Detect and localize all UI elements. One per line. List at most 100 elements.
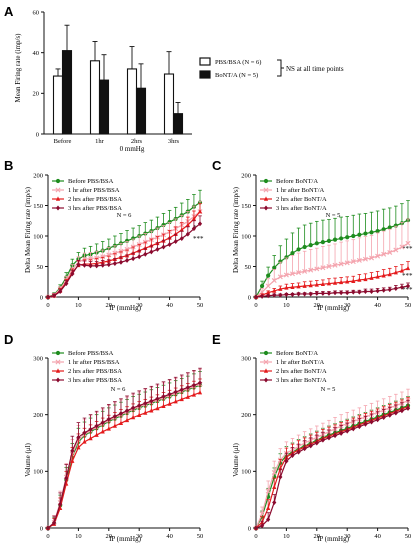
marker — [356, 257, 362, 263]
y-tick-label: 100 — [33, 469, 43, 476]
marker — [326, 238, 332, 243]
marker — [272, 265, 277, 270]
marker — [137, 248, 142, 253]
marker — [197, 389, 203, 395]
marker — [263, 205, 269, 211]
x-tick-label: 50 — [197, 533, 204, 540]
marker — [314, 290, 319, 296]
marker — [326, 435, 332, 441]
panel-b-ylabel: Delta Mean Firing rate (imp/s) — [24, 186, 32, 273]
marker — [326, 290, 332, 296]
marker — [308, 291, 313, 297]
marker — [167, 391, 172, 397]
marker — [345, 235, 350, 240]
legend-label: 1 hr after PBS/BSA — [68, 359, 120, 366]
marker — [197, 380, 203, 386]
marker — [405, 283, 411, 289]
marker — [278, 259, 283, 264]
marker — [259, 289, 265, 295]
marker — [345, 428, 350, 434]
marker — [381, 227, 386, 232]
y-tick-label: 20 — [33, 91, 40, 98]
legend-label: Before PBS/BSA — [68, 350, 114, 357]
marker — [357, 424, 362, 430]
marker — [363, 231, 368, 236]
series-line — [255, 405, 409, 529]
marker — [191, 216, 197, 221]
marker — [131, 256, 136, 262]
marker — [381, 273, 386, 278]
marker — [302, 446, 307, 452]
y-tick-label: 100 — [241, 233, 251, 240]
marker — [271, 278, 277, 284]
marker — [88, 435, 93, 441]
legend-label: 1 hr after BoNT/A — [276, 359, 325, 366]
panel-d-chart: 0 100 200 300 0 10 20 30 40 50 Before PBS/BSA 1 hr … — [33, 350, 203, 540]
panel-b-sig-2: *** — [193, 235, 204, 243]
marker — [58, 289, 63, 295]
series-1 — [253, 218, 411, 300]
marker — [302, 283, 307, 288]
x-tick-label: 40 — [166, 533, 173, 540]
series-line — [47, 382, 201, 529]
marker — [124, 246, 130, 252]
x-tick-label: 10 — [283, 533, 290, 540]
marker — [64, 475, 69, 481]
panel-c-chart: 0 50 100 150 200 0 10 20 30 40 50 Before BoNT/A 1 hr… — [241, 172, 411, 309]
marker — [387, 249, 393, 255]
marker — [272, 484, 277, 489]
marker — [58, 501, 63, 507]
x-tick-label: 10 — [283, 302, 290, 309]
y-tick-label: 300 — [33, 355, 43, 362]
marker — [345, 290, 350, 296]
marker — [393, 223, 398, 228]
x-tick-label: 1hr — [95, 138, 105, 145]
y-tick-label: 0 — [40, 294, 43, 301]
x-tick-label: 20 — [314, 533, 321, 540]
marker — [137, 254, 142, 260]
x-tick-label: 20 — [106, 533, 113, 540]
legend-swatch-pbs — [199, 57, 211, 66]
marker — [272, 288, 277, 293]
marker — [271, 469, 277, 475]
x-tick-label: 0 — [254, 302, 257, 309]
marker — [100, 429, 105, 434]
marker — [112, 260, 117, 266]
panel-b-chart: 0 50 100 150 200 0 10 20 30 40 50 Before PBS/BSA 1 h… — [33, 172, 203, 309]
marker — [263, 368, 269, 373]
marker — [405, 405, 411, 411]
marker — [118, 248, 124, 254]
marker — [308, 443, 313, 449]
x-tick-label: 30 — [344, 302, 351, 309]
series-3 — [45, 215, 203, 300]
series-line — [255, 399, 409, 529]
legend-label: Before BoNT/A — [276, 350, 318, 357]
y-tick-label: 100 — [33, 233, 43, 240]
series-2 — [45, 378, 203, 530]
marker — [253, 294, 259, 300]
marker — [369, 230, 374, 235]
x-tick-label: 40 — [374, 302, 381, 309]
marker — [76, 444, 81, 450]
marker — [277, 274, 283, 280]
marker — [393, 270, 398, 275]
marker — [94, 432, 99, 437]
x-tick-label: Before — [54, 138, 72, 145]
x-tick-label: 30 — [344, 533, 351, 540]
bar — [135, 87, 147, 135]
marker — [296, 247, 301, 252]
legend-bracket — [277, 59, 284, 77]
marker — [278, 292, 283, 298]
marker — [302, 244, 307, 250]
marker — [357, 277, 362, 282]
x-tick-label: 50 — [405, 302, 412, 309]
marker — [266, 517, 271, 522]
marker — [185, 231, 190, 237]
marker — [45, 294, 51, 300]
marker — [263, 178, 269, 184]
marker — [197, 221, 203, 227]
y-tick-label: 200 — [241, 172, 251, 179]
marker — [278, 286, 283, 291]
marker — [284, 285, 289, 290]
marker — [357, 232, 362, 237]
